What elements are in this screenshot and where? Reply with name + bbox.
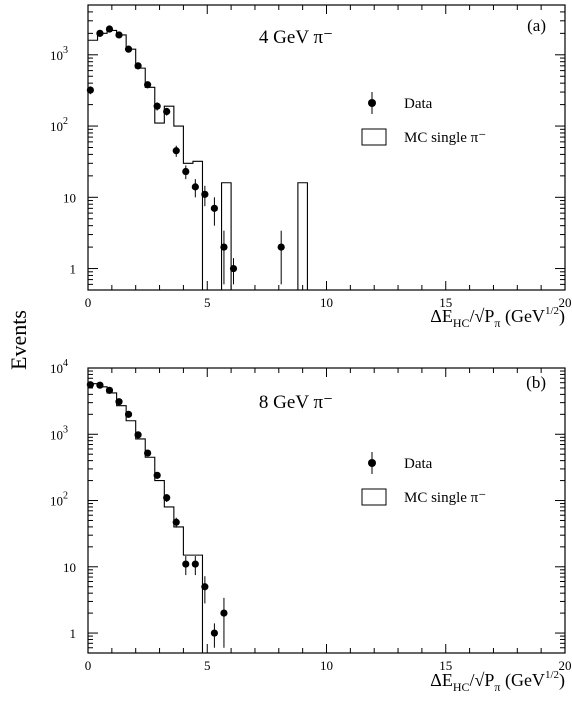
x-axis-label-part: 1/2 [545,305,559,317]
x-tick-label: 0 [85,658,92,673]
chart-panel-a: 0 5 10 15 20 1 10 102 103 4 GeV π⁻ (a) Data MC singl… [50,4,572,330]
x-tick-label: 5 [204,658,211,673]
legend-data-label: Data [404,456,433,472]
y-tick-exponent: 4 [63,358,68,369]
data-point [115,31,123,39]
x-tick-label: 0 [85,295,92,310]
x-tick-label: 20 [559,295,572,310]
data-point [86,381,94,389]
data-point [201,190,209,198]
data-point [124,410,133,418]
data-point [210,629,219,637]
x-axis-label-part: (GeV [500,670,544,691]
x-tick-label: 15 [439,658,452,673]
x-axis-label-part: /√P [470,670,495,690]
y-tick-label: 103 [50,424,68,442]
y-tick-label: 103 [50,45,68,63]
data-point [153,471,161,479]
x-tick-label: 20 [559,658,572,673]
x-axis-label-part: ) [559,306,565,327]
x-axis-label-part: ΔE [430,670,453,690]
data-point [115,398,123,406]
data-point [191,560,199,568]
legend-mc-box [361,488,387,506]
data-point [144,81,152,89]
x-axis-label-part: 1/2 [545,669,559,681]
data-point [105,25,114,33]
data-point [105,386,114,394]
y-tick-label: 10 [63,190,76,205]
x-axis-label: ΔEHC/√Pπ (GeV1/2) [430,669,565,694]
x-tick-label: 15 [439,295,452,310]
y-tick-label: 104 [50,358,68,376]
chart-title: 8 GeV π⁻ [259,392,333,413]
y-axis-label: Events [6,310,31,370]
data-point [277,243,285,251]
data-point [201,583,209,591]
data-point [134,431,142,439]
mc-histogram [88,29,308,291]
x-tick-label: 10 [320,295,333,310]
chart-title: 4 GeV π⁻ [259,27,333,48]
data-point [163,494,171,502]
y-tick-label: 102 [50,491,68,509]
data-point [134,62,142,70]
data-point [229,264,238,273]
y-tick-exponent: 2 [63,116,68,127]
panel-tag: (a) [527,16,546,35]
legend-data-marker [368,99,376,107]
data-point [144,449,152,457]
x-axis-label-part: /√P [470,306,495,326]
legend-mc-label: MC single π⁻ [404,130,486,146]
x-axis-label-part: HC [453,680,470,694]
x-tick-label: 10 [320,658,333,673]
x-axis-label-part: π [494,680,500,694]
data-point [86,86,94,94]
data-point [124,45,133,53]
y-tick-label: 1 [70,626,77,641]
x-axis-label-part: ΔE [430,306,453,326]
x-tick-label: 5 [204,295,211,310]
y-tick-label: 10 [63,560,76,575]
data-point [172,147,180,155]
mc-histogram [88,383,204,653]
legend-mc-box [361,128,387,146]
data-point [191,183,199,191]
panel-tag: (b) [526,373,546,392]
x-axis-label-part: (GeV [500,306,544,327]
legend-data-label: Data [404,96,433,112]
y-tick-exponent: 3 [63,424,68,435]
data-point [182,560,190,568]
data-point [153,102,161,110]
chart-panel-b: 0 5 10 15 20 1 10 102 103 104 8 GeV π⁻ (b) Data MC si… [50,358,572,694]
data-point [96,29,104,37]
data-point [210,204,219,212]
x-axis-label: ΔEHC/√Pπ (GeV1/2) [430,305,565,330]
legend-data-marker [368,459,376,467]
y-tick-label: 102 [50,116,68,134]
data-point [96,381,104,389]
data-point [220,243,228,251]
data-point [220,609,228,617]
data-point [172,518,180,526]
x-axis-label-part: ) [559,670,565,691]
data-point [182,167,190,176]
legend-mc-label: MC single π⁻ [404,490,486,506]
x-axis-label-part: π [494,316,500,330]
data-point [163,107,171,116]
y-tick-exponent: 2 [63,491,68,502]
y-tick-label: 1 [70,262,77,277]
x-axis-label-part: HC [453,316,470,330]
y-tick-exponent: 3 [63,45,68,56]
